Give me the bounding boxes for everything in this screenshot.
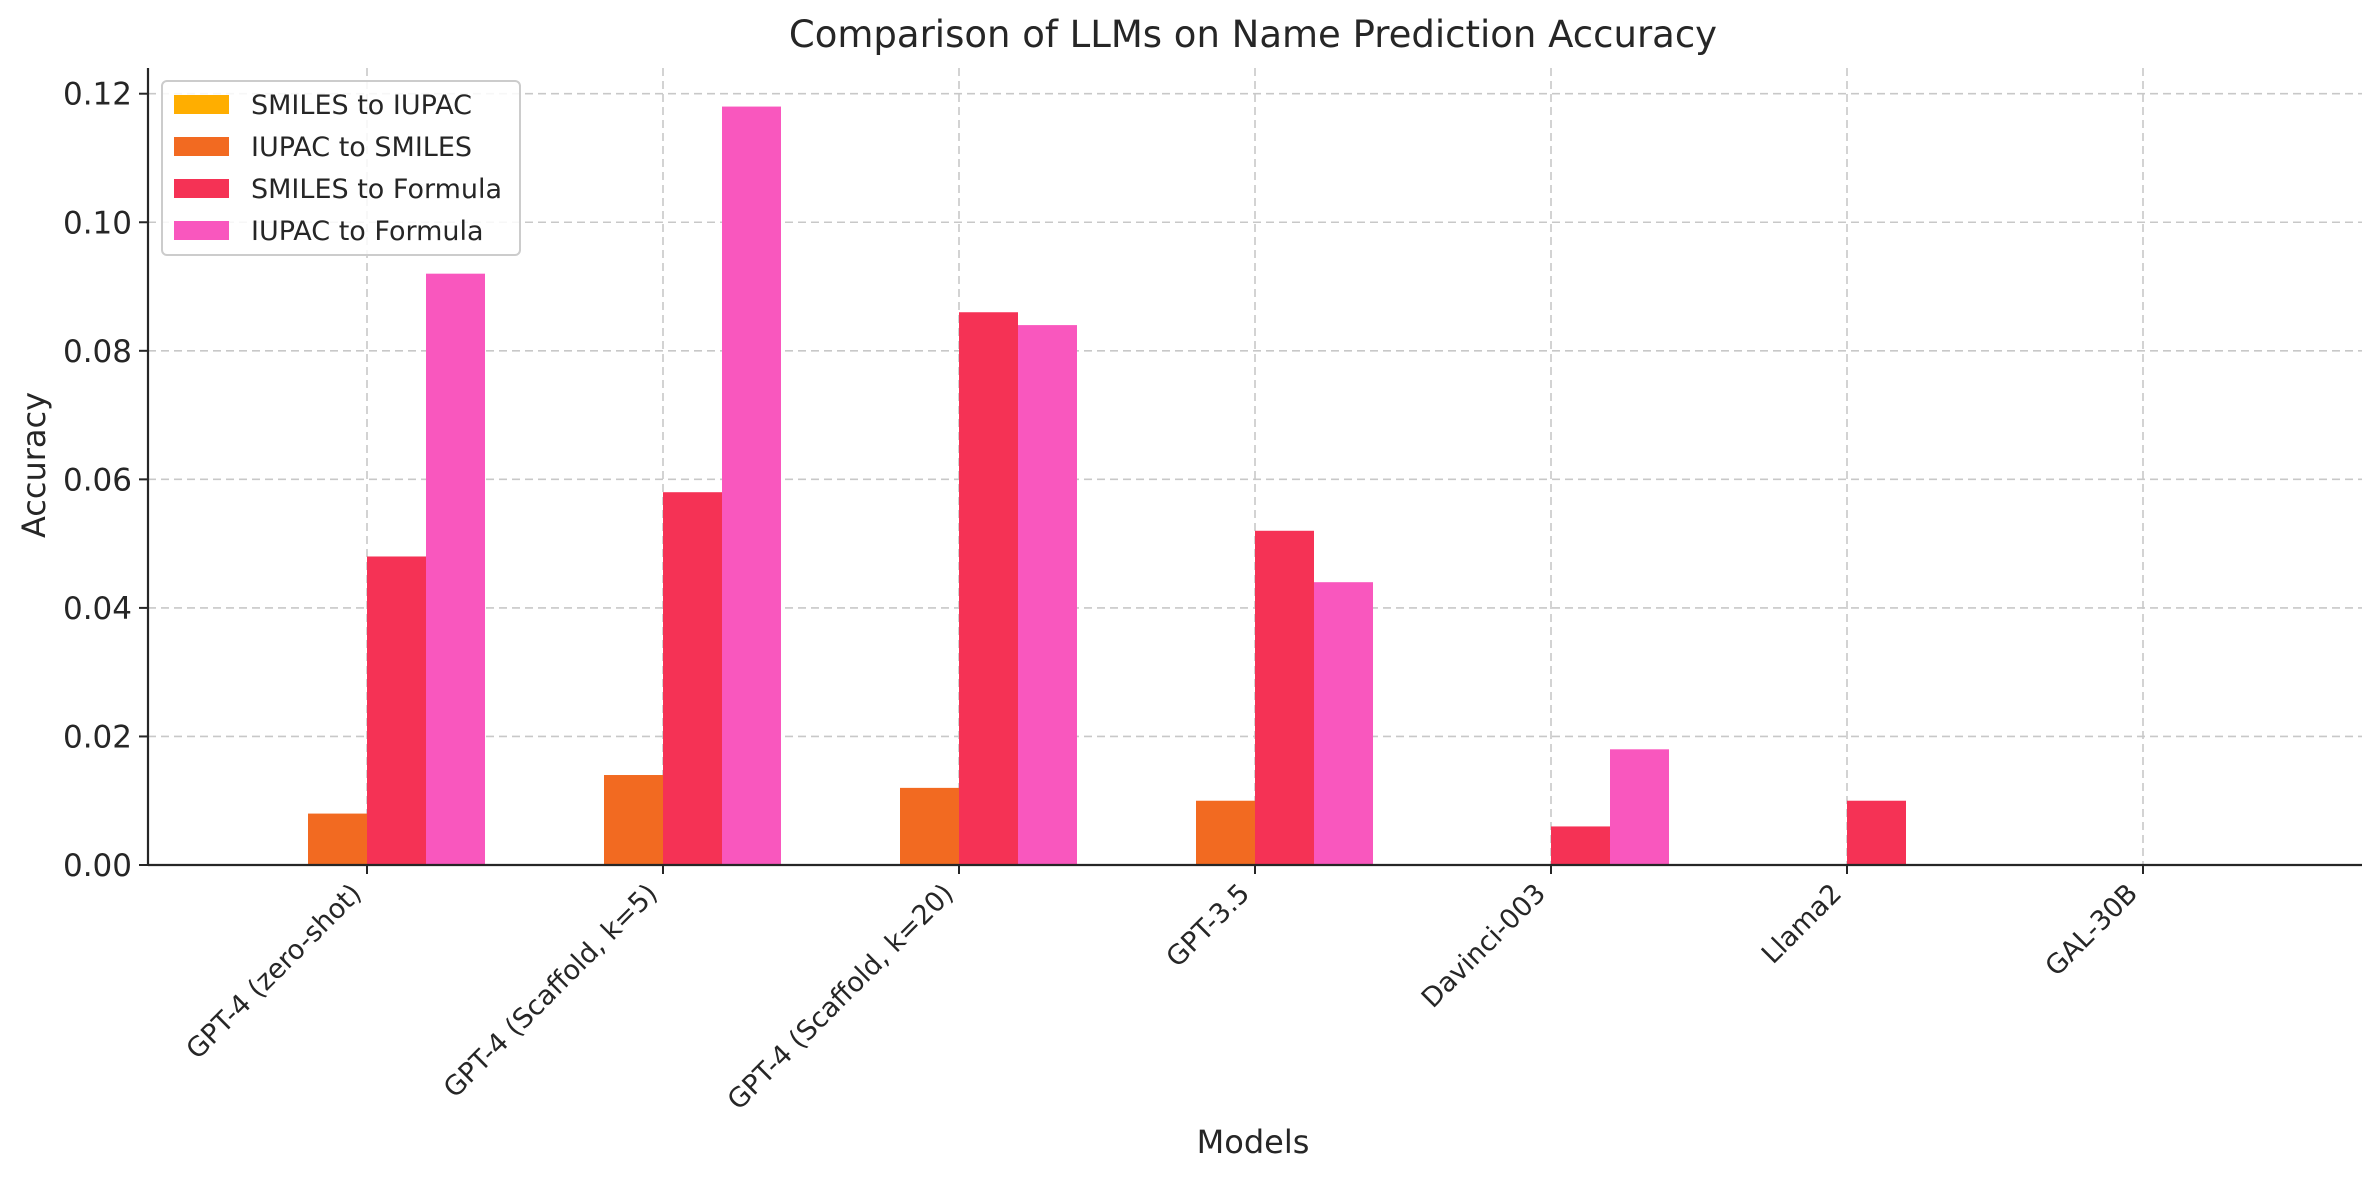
legend-swatch [174, 221, 229, 240]
x-tick-label: Llama2 [1756, 878, 1848, 970]
bar [367, 556, 426, 865]
x-tick-label: GPT-4 (Scaffold, k=20) [722, 878, 960, 1116]
legend-label: IUPAC to SMILES [251, 132, 472, 163]
legend-label: SMILES to Formula [251, 174, 502, 205]
legend: SMILES to IUPAC IUPAC to SMILES SMILES to … [161, 80, 521, 256]
x-axis-label: Models [1197, 1123, 1310, 1161]
bar [1847, 800, 1906, 865]
legend-frame [161, 80, 521, 256]
y-tick-label: 0.04 [63, 591, 132, 627]
y-tick-label: 0.08 [63, 334, 132, 370]
chart-title: Comparison of LLMs on Name Prediction Ac… [789, 13, 1717, 56]
bars [308, 106, 1906, 865]
bar [604, 775, 663, 865]
x-tick-label: GPT-3.5 [1161, 878, 1256, 973]
x-tick-label: GPT-4 (Scaffold, k=5) [438, 878, 664, 1104]
legend-swatch [174, 95, 229, 114]
bar [426, 273, 485, 865]
legend-swatch [174, 179, 229, 198]
bar [1196, 800, 1255, 865]
bar [722, 106, 781, 865]
y-tick-label: 0.00 [63, 848, 132, 884]
legend-label: IUPAC to Formula [251, 216, 484, 247]
bar [1610, 749, 1669, 865]
bar [900, 787, 959, 865]
x-tick-label: GAL-30B [2040, 878, 2144, 982]
bar [1255, 530, 1314, 865]
y-tick-label: 0.10 [63, 205, 132, 241]
legend-label: SMILES to IUPAC [251, 90, 472, 121]
y-tick-label: 0.12 [63, 77, 132, 113]
bar [1314, 582, 1373, 865]
bar [1551, 826, 1610, 865]
y-axis-label: Accuracy [15, 392, 53, 538]
y-tick-label: 0.02 [63, 719, 132, 755]
y-tick-label: 0.06 [63, 462, 132, 498]
bar [959, 312, 1018, 865]
legend-swatch [174, 137, 229, 156]
x-tick-label: GPT-4 (zero-shot) [180, 878, 367, 1065]
x-tick-label: Davinci-003 [1416, 878, 1552, 1014]
bar [1018, 325, 1077, 865]
bar [308, 813, 367, 865]
bar [663, 492, 722, 865]
